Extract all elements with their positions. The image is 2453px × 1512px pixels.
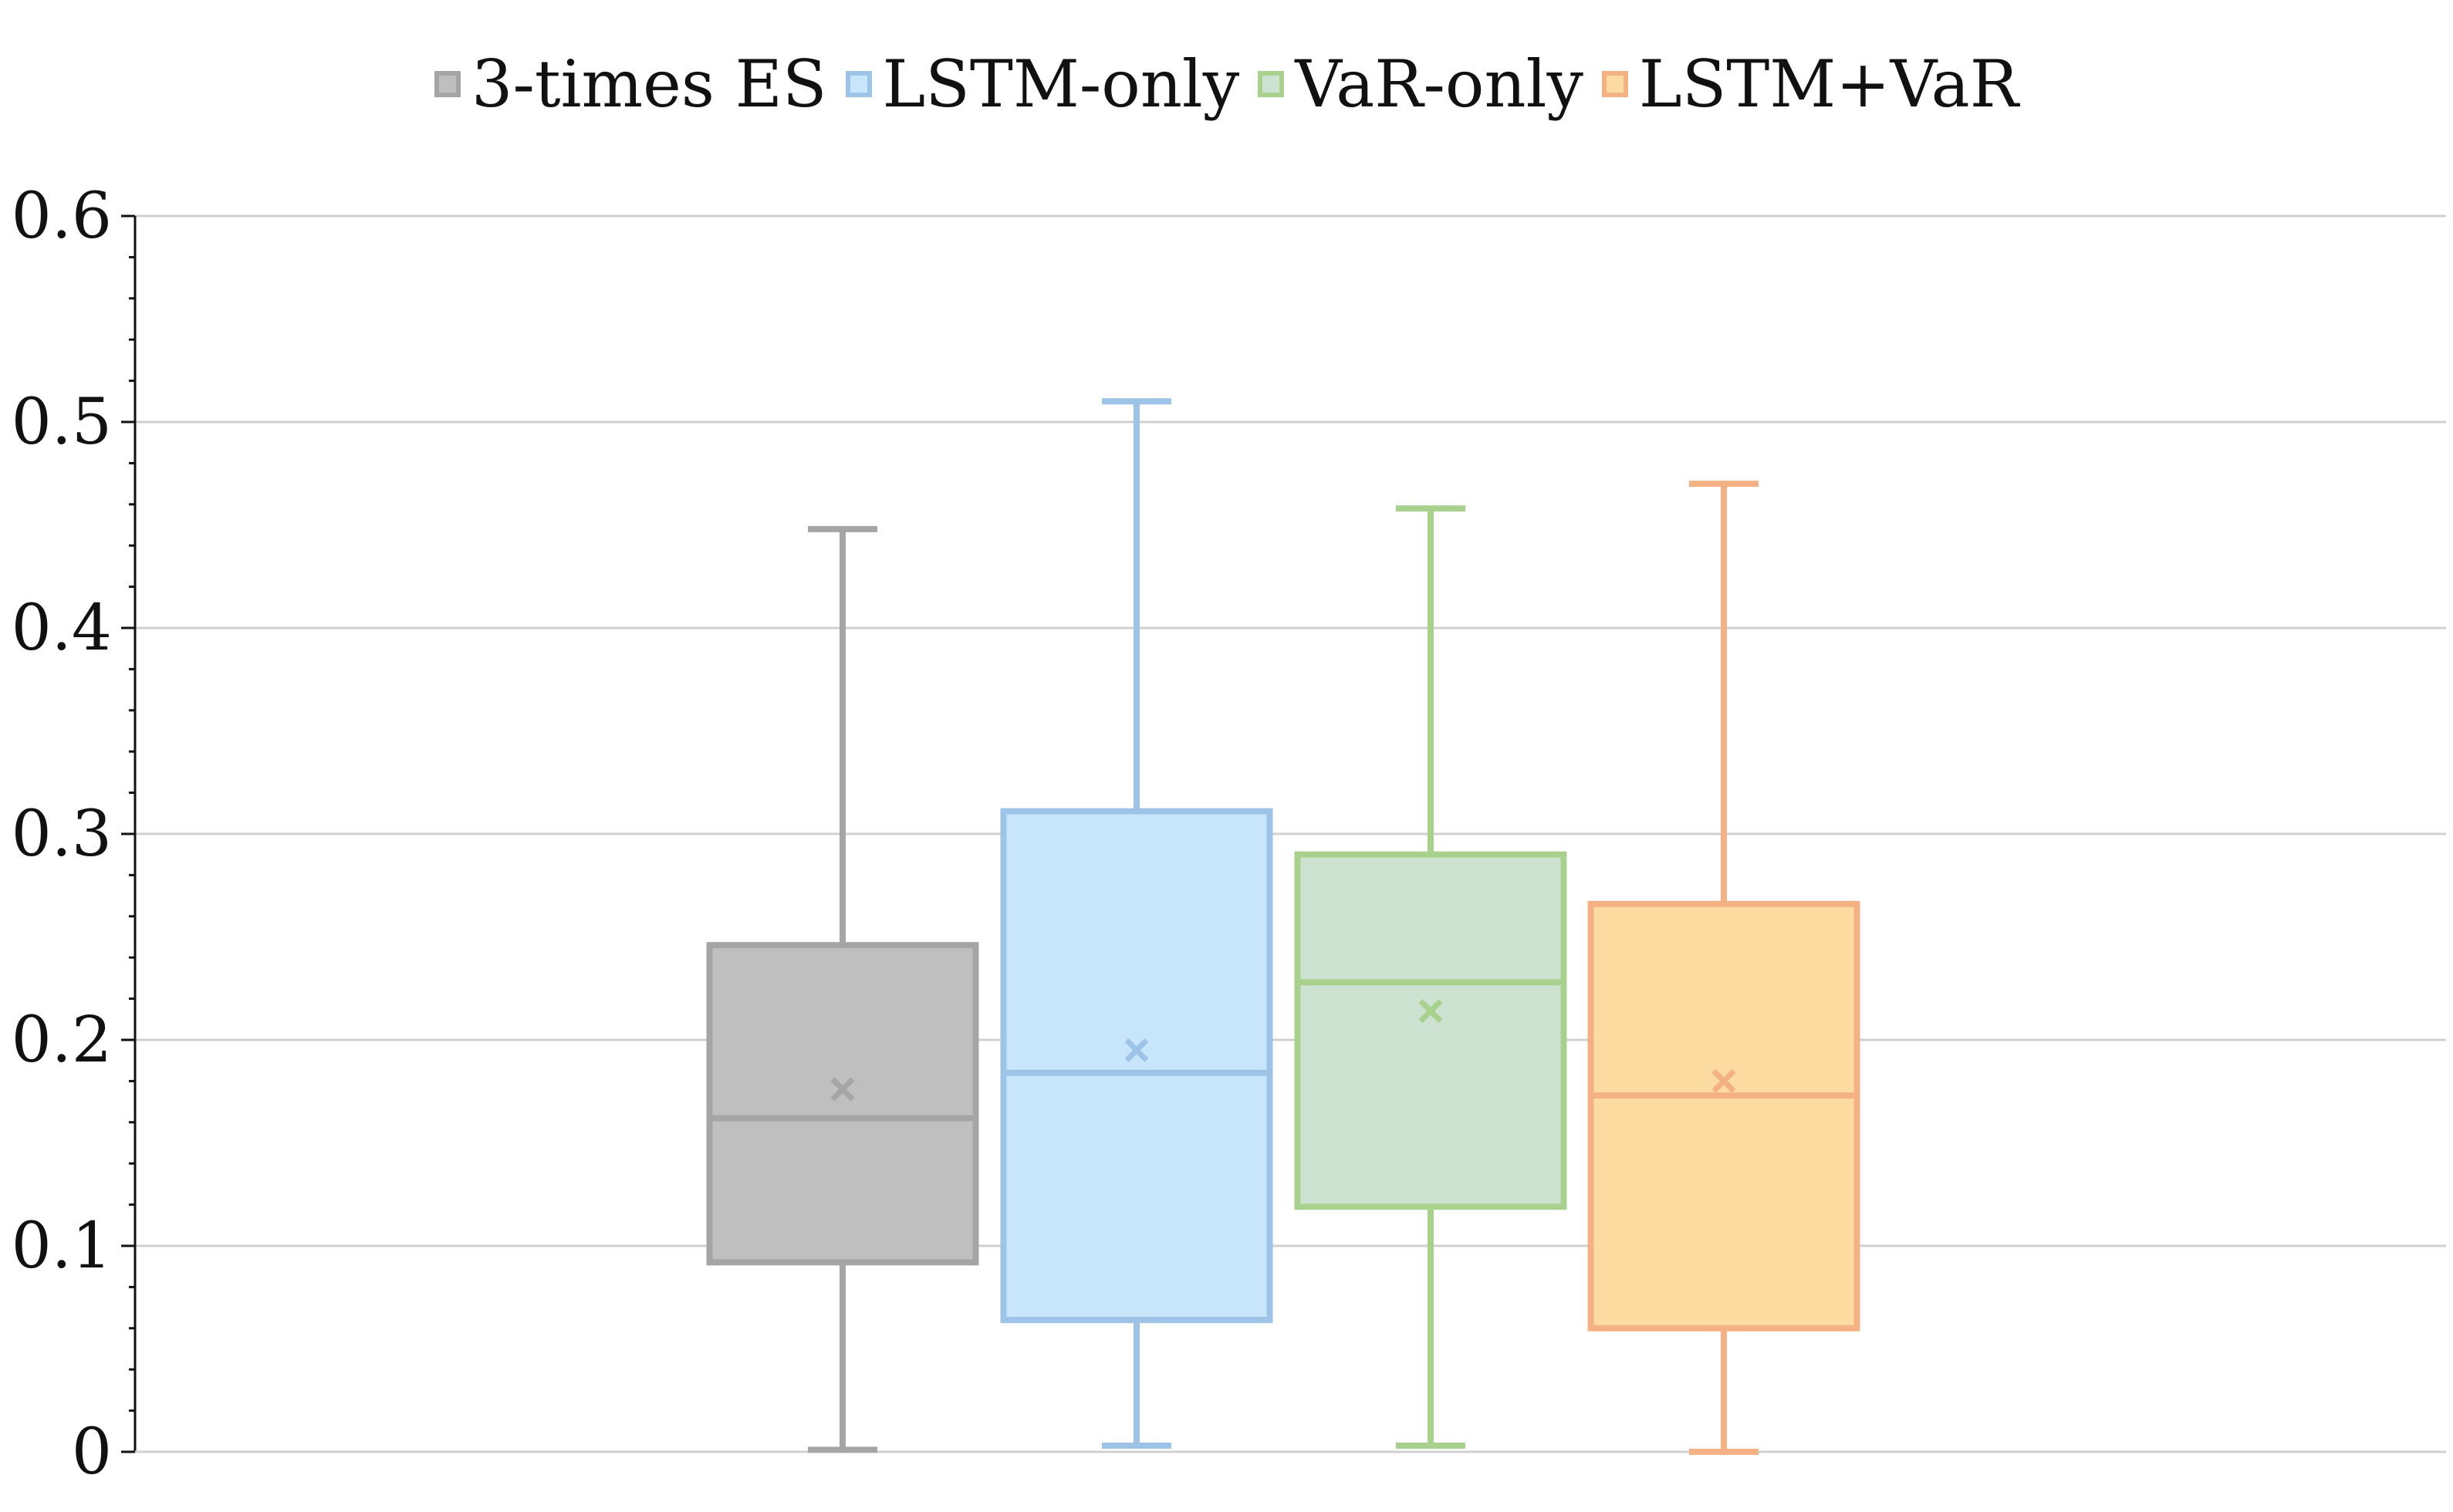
legend-swatch	[1601, 71, 1628, 97]
legend-label: LSTM+VaR	[1638, 46, 2019, 122]
box-0	[706, 942, 979, 1266]
legend-swatch	[845, 71, 872, 97]
mean-marker	[830, 1077, 855, 1102]
y-tick-label: 0.5	[12, 386, 112, 459]
legend-swatch	[434, 71, 461, 97]
box-3	[1587, 900, 1860, 1331]
legend-label: VaR-only	[1295, 46, 1583, 122]
y-tick-label: 0.6	[12, 180, 112, 253]
y-tick-label: 0.1	[12, 1210, 112, 1283]
y-tick-label: 0.3	[12, 798, 112, 871]
mean-marker	[1711, 1068, 1736, 1093]
legend: 3-times ES LSTM-only VaR-only LSTM+VaR	[0, 46, 2453, 122]
box-2	[1294, 851, 1567, 1210]
y-tick-label: 0	[72, 1416, 112, 1489]
legend-item-3-times-es: 3-times ES	[434, 46, 827, 122]
legend-label: 3-times ES	[471, 46, 827, 122]
legend-item-lstm-only: LSTM-only	[845, 46, 1240, 122]
legend-swatch	[1258, 71, 1285, 97]
legend-label: LSTM-only	[882, 46, 1240, 122]
legend-item-lstm-var: LSTM+VaR	[1601, 46, 2019, 122]
legend-item-var-only: VaR-only	[1258, 46, 1583, 122]
y-tick-label: 0.4	[12, 592, 112, 665]
mean-marker	[1418, 999, 1443, 1024]
y-tick-label: 0.2	[12, 1004, 112, 1077]
box-1	[1000, 808, 1273, 1324]
mean-marker	[1124, 1038, 1149, 1062]
